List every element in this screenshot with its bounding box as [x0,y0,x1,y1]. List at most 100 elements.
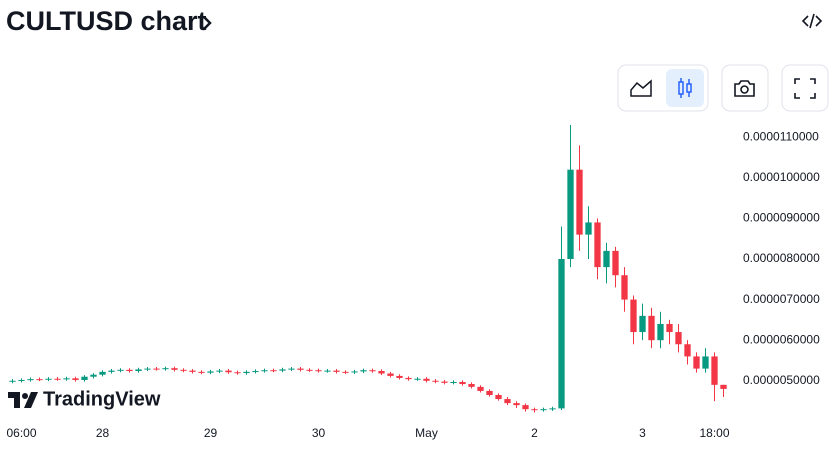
candle-body [234,372,241,374]
candle-body [450,381,457,383]
x-tick-label: 28 [96,426,110,440]
candle-body [198,371,205,373]
candle-body [576,169,583,235]
x-tick-label: 29 [204,426,218,440]
y-tick-label: 0.0000080000 [743,251,820,265]
candle-body [657,323,664,341]
embed-button[interactable] [801,13,823,29]
candle-style-button[interactable] [666,69,704,107]
candle-body [288,368,295,370]
candle-body [414,378,421,380]
x-tick-label: 18:00 [699,426,729,440]
candle-body [117,369,124,371]
candle-body [612,250,619,276]
candle-body [36,379,43,381]
candle-body [297,368,304,370]
brand-logo: TradingView [8,388,161,410]
candle-body [216,370,223,372]
candle-body [9,380,16,382]
candle-body [306,369,313,371]
snapshot-button[interactable] [721,64,769,112]
title-chevron[interactable] [203,16,212,30]
candle-body [342,371,349,373]
candle-body [144,368,151,370]
candle-body [522,405,529,410]
candle-body [441,381,448,383]
candle-body [333,370,340,372]
candle-body [567,169,574,259]
candle-body [99,371,106,375]
candle-body [108,370,115,372]
y-tick-label: 0.0000070000 [743,292,820,306]
candle-body [279,369,286,371]
area-style-button[interactable] [630,79,652,97]
candle-body [54,378,61,380]
candle-body [423,378,430,381]
fullscreen-icon [794,78,816,99]
candle-body [189,370,196,372]
candle-body [324,370,331,372]
candle-body [81,376,88,380]
candle-body [72,378,79,380]
candle-body [639,315,646,333]
candle-body [18,379,25,381]
candle-body [351,371,358,373]
candle-body [648,315,655,341]
y-tick-label: 0.0000100000 [743,170,820,184]
candle-body [693,356,700,369]
candle-body [486,390,493,395]
candle-body [621,275,628,300]
candle-body [720,384,727,389]
candle-body [243,371,250,374]
candle-body [585,222,592,235]
candle-body [531,409,538,411]
candle-body [666,323,673,333]
candle-body [378,371,385,374]
brand-name: TradingView [43,388,161,410]
candle-body [171,368,178,370]
x-tick-label: 2 [531,426,538,440]
candle-body [135,369,142,372]
candle-body [63,378,70,380]
x-tick-label: 06:00 [6,426,36,440]
candle-body [225,370,232,373]
y-tick-label: 0.0000050000 [743,373,820,387]
candle-body [540,409,547,411]
y-tick-label: 0.0000060000 [743,332,820,346]
candle-body [675,332,682,345]
candle-body [711,356,718,385]
candle-body [594,222,601,268]
candle-body [405,377,412,380]
candle-body [90,374,97,377]
camera-icon [734,80,755,97]
candle-body [513,403,520,406]
candle-body [387,373,394,376]
candle-icon [678,78,692,98]
candle-body [495,394,502,400]
x-tick-label: May [415,426,438,440]
candle-body [477,386,484,391]
candle-body [432,380,439,382]
candle-body [180,369,187,371]
x-tick-label: 30 [312,426,326,440]
y-tick-label: 0.0000090000 [743,211,820,225]
candle-body [252,371,259,373]
candle-body [360,370,367,372]
candle-body [459,381,466,385]
candle-body [702,356,709,369]
candle-body [558,258,565,409]
candle-body [162,368,169,370]
chart-title[interactable]: CULTUSD chart [6,6,207,36]
candle-body [369,370,376,372]
candle-body [504,399,511,404]
candle-body [207,371,214,373]
candle-body [27,379,34,381]
y-tick-label: 0.0000110000 [743,129,819,143]
fullscreen-button[interactable] [781,64,829,112]
candle-body [153,368,160,370]
candle-body [603,250,610,268]
candle-body [396,375,403,378]
candle-body [126,369,133,372]
candle-body [684,344,691,357]
